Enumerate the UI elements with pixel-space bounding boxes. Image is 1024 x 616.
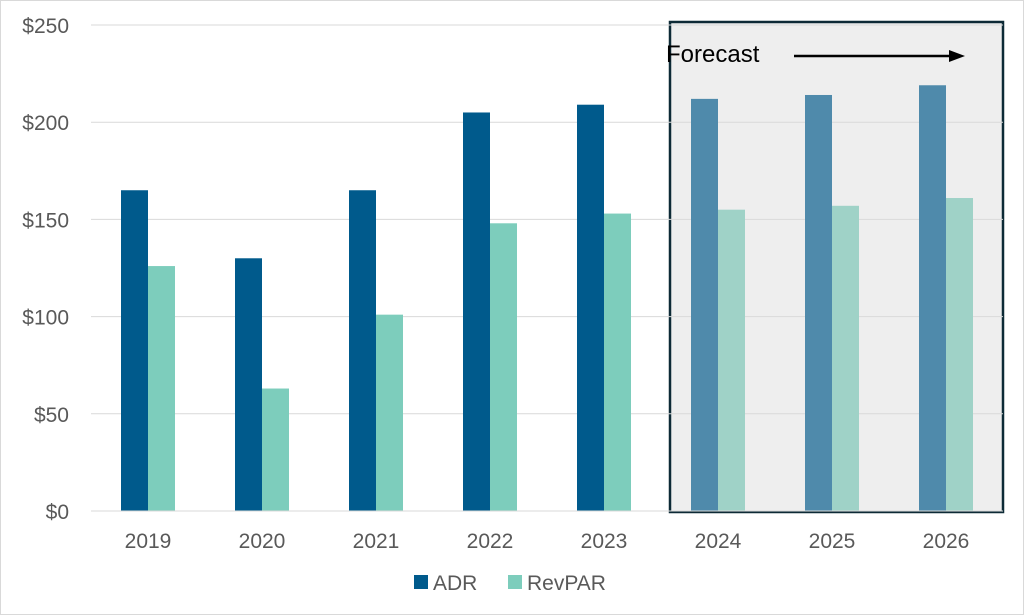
bar-adr-2023: [577, 104, 604, 511]
x-tick-label: 2022: [467, 530, 514, 553]
x-tick-label: 2026: [923, 530, 970, 553]
y-tick-label: $0: [46, 501, 69, 524]
bar-adr-2024: [691, 98, 718, 511]
y-tick-label: $200: [22, 112, 69, 135]
x-tick-label: 2025: [809, 530, 856, 553]
x-tick-label: 2024: [695, 530, 742, 553]
bar-revpar-2024: [718, 209, 745, 511]
y-tick-label: $50: [34, 404, 69, 427]
bar-revpar-2022: [490, 223, 517, 511]
forecast-arrowhead-icon: [949, 50, 965, 62]
y-tick-label: $250: [22, 15, 69, 38]
forecast-annotation: Forecast: [666, 41, 965, 68]
bar-revpar-2021: [376, 314, 403, 511]
bar-adr-2019: [121, 190, 148, 512]
bar-revpar-2023: [604, 213, 631, 511]
bar-revpar-2026: [946, 198, 973, 512]
bar-adr-2025: [805, 94, 832, 511]
x-tick-label: 2019: [125, 530, 172, 553]
forecast-label: Forecast: [666, 41, 760, 68]
x-tick-label: 2021: [353, 530, 400, 553]
bar-adr-2021: [349, 190, 376, 512]
x-tick-label: 2020: [239, 530, 286, 553]
bar-revpar-2025: [832, 205, 859, 512]
legend: ADR RevPAR: [414, 572, 606, 595]
y-tick-label: $100: [22, 307, 69, 330]
bar-revpar-2019: [148, 266, 175, 511]
legend-label-revpar: RevPAR: [527, 572, 606, 595]
bar-revpar-2020: [262, 388, 289, 511]
legend-swatch-revpar: [508, 575, 522, 589]
bar-adr-2026: [919, 85, 946, 511]
bar-adr-2022: [463, 112, 490, 511]
legend-label-adr: ADR: [433, 572, 477, 595]
x-axis-ticks: 2019 2020 2021 2022 2023 2024 2025 2026: [125, 530, 970, 553]
x-tick-label: 2023: [581, 530, 628, 553]
bar-adr-2020: [235, 258, 262, 511]
y-tick-label: $150: [22, 209, 69, 232]
legend-swatch-adr: [414, 575, 428, 589]
y-axis-ticks: $0 $50 $100 $150 $200 $250: [22, 15, 69, 524]
bars: [121, 85, 973, 512]
